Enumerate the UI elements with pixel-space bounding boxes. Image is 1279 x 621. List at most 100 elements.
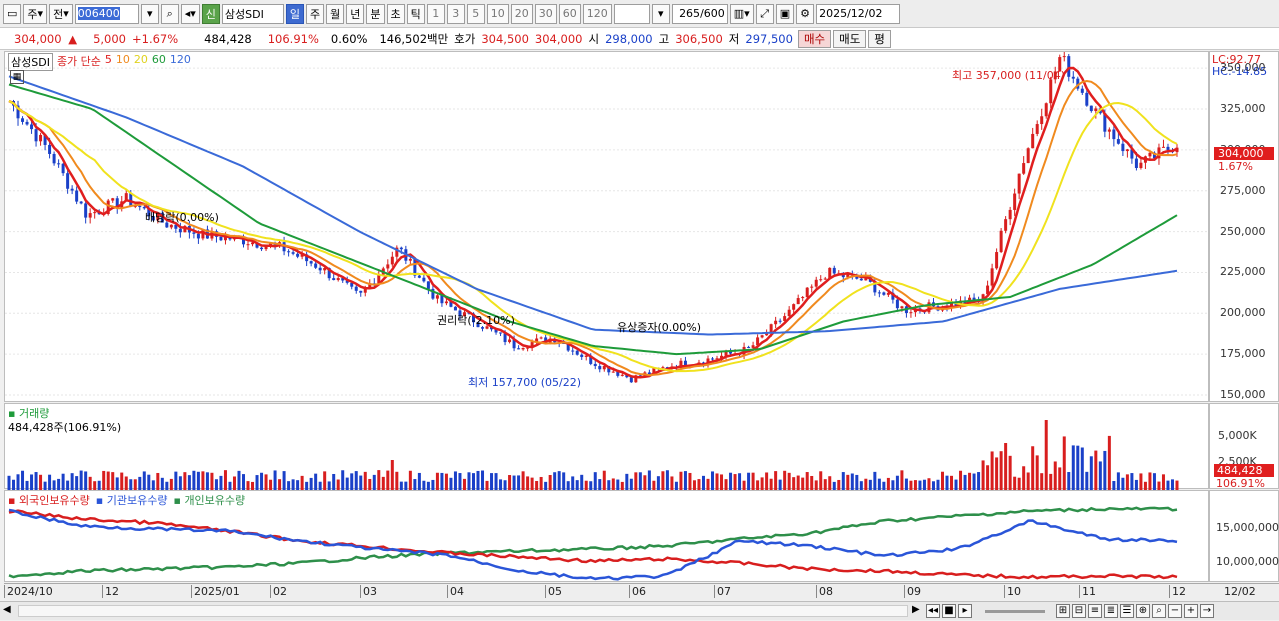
holdings-panel[interactable]: ▪ 외국인보유수량 ▪ 기관보유수량 ▪ 개인보유수량 bbox=[4, 490, 1209, 582]
tool-icon-2[interactable]: ⊟ bbox=[1072, 604, 1086, 618]
candle-body bbox=[508, 339, 512, 343]
buy-button[interactable]: 매수 bbox=[797, 29, 832, 48]
tool-icon-6[interactable]: ⊕ bbox=[1136, 604, 1150, 618]
volume-bar bbox=[386, 470, 390, 490]
volume-bar bbox=[390, 460, 394, 490]
candle-body bbox=[819, 279, 823, 281]
candle-body bbox=[16, 105, 20, 119]
candle-body bbox=[476, 322, 480, 328]
mode-select[interactable]: 주 ▾ bbox=[23, 3, 48, 24]
magnify-icon[interactable]: ⌕ bbox=[1152, 604, 1166, 618]
interval-dropdown-icon[interactable]: ▾ bbox=[651, 3, 670, 24]
price-panel[interactable]: 삼성SDI 종가 단순 5 10 20 60 120 ▦ 최고 357,000 … bbox=[4, 51, 1210, 402]
period-week[interactable]: 주 bbox=[306, 3, 325, 24]
candle-body bbox=[1026, 148, 1030, 164]
volume-bar bbox=[688, 472, 692, 490]
stop-icon[interactable]: ■ bbox=[942, 604, 956, 618]
scroll-right-icon[interactable]: ▶ bbox=[912, 604, 920, 615]
volume-bar bbox=[1152, 473, 1156, 490]
volume-bar bbox=[765, 472, 769, 490]
type-select[interactable]: 전 ▾ bbox=[49, 3, 73, 24]
x-label: 06 bbox=[629, 585, 646, 598]
volume-bar bbox=[183, 472, 187, 490]
gear-icon[interactable]: ⚙ bbox=[796, 3, 815, 24]
volume-bar bbox=[783, 470, 787, 490]
volume-bar bbox=[778, 479, 782, 490]
candle-body bbox=[535, 338, 539, 343]
candle-body bbox=[386, 264, 390, 269]
candle-body bbox=[521, 348, 525, 350]
tool-icon-3[interactable]: ≡ bbox=[1088, 604, 1102, 618]
volume-bar bbox=[499, 479, 503, 490]
num-3[interactable]: 3 bbox=[446, 3, 465, 24]
volume-bar bbox=[395, 471, 399, 490]
zoom-out-icon[interactable]: − bbox=[1168, 604, 1182, 618]
search-icon[interactable]: ⌕ bbox=[160, 3, 179, 24]
scrollbar-track[interactable] bbox=[18, 605, 908, 617]
candle-body bbox=[1089, 105, 1093, 112]
count-input[interactable]: 265/600 bbox=[671, 3, 728, 24]
candle-body bbox=[859, 278, 863, 281]
tool-icon-5[interactable]: ☰ bbox=[1120, 604, 1134, 618]
volume-panel[interactable]: ▪ 거래량 484,428주(106.91%) bbox=[4, 403, 1209, 490]
sell-button[interactable]: 매도 bbox=[833, 29, 867, 48]
window-menu-icon[interactable]: ▭ bbox=[3, 3, 22, 24]
code-input[interactable]: 006400 bbox=[74, 3, 139, 24]
sound-icon[interactable]: ◂▾ bbox=[180, 3, 200, 24]
tool-icon-4[interactable]: ≣ bbox=[1104, 604, 1118, 618]
volume-bar bbox=[305, 481, 309, 490]
rewind-icon[interactable]: ◂◂ bbox=[926, 604, 940, 618]
code-dropdown-icon[interactable]: ▾ bbox=[140, 3, 159, 24]
num-60[interactable]: 60 bbox=[558, 3, 581, 24]
candle-body bbox=[43, 134, 47, 145]
candle-body bbox=[1035, 124, 1039, 134]
volume-bar bbox=[562, 472, 566, 490]
candle-body bbox=[512, 339, 516, 349]
num-20[interactable]: 20 bbox=[510, 3, 533, 24]
legend-ma5: 5 bbox=[104, 53, 112, 66]
volume-bar bbox=[1053, 461, 1057, 490]
period-tick[interactable]: 틱 bbox=[406, 3, 425, 24]
volume-bar bbox=[589, 481, 593, 490]
candle-type-icon[interactable]: ▥▾ bbox=[729, 3, 754, 24]
volume-bar bbox=[79, 470, 83, 490]
num-5[interactable]: 5 bbox=[466, 3, 485, 24]
period-year[interactable]: 년 bbox=[346, 3, 365, 24]
volume-bar bbox=[643, 475, 647, 490]
play-icon[interactable]: ▸ bbox=[958, 604, 972, 618]
table-icon[interactable]: ▦ bbox=[10, 70, 24, 84]
period-day[interactable]: 일 bbox=[285, 3, 305, 24]
legend-individual: ▪ 개인보유수량 bbox=[173, 494, 246, 507]
arrow-right-icon[interactable]: → bbox=[1200, 604, 1214, 618]
trade-amount: 146,502백만 bbox=[379, 31, 449, 46]
candle-body bbox=[57, 163, 61, 165]
num-10[interactable]: 10 bbox=[486, 3, 509, 24]
period-month[interactable]: 월 bbox=[326, 3, 345, 24]
candle-body bbox=[93, 212, 97, 214]
candle-body bbox=[485, 326, 489, 329]
candle-body bbox=[494, 329, 498, 333]
period-second[interactable]: 초 bbox=[386, 3, 405, 24]
interval-input[interactable] bbox=[613, 3, 650, 24]
tool-icon-1[interactable]: ⊞ bbox=[1056, 604, 1070, 618]
num-30[interactable]: 30 bbox=[534, 3, 557, 24]
num-1[interactable]: 1 bbox=[426, 3, 445, 24]
speed-slider[interactable] bbox=[985, 610, 1045, 613]
save-icon[interactable]: ▣ bbox=[775, 3, 795, 24]
avg-button[interactable]: 평 bbox=[868, 29, 891, 48]
period-minute[interactable]: 분 bbox=[366, 3, 385, 24]
volume-bar bbox=[70, 473, 74, 490]
new-badge[interactable]: 신 bbox=[201, 3, 220, 24]
zoom-in-icon[interactable]: + bbox=[1184, 604, 1198, 618]
candle-body bbox=[774, 320, 778, 325]
stock-name-field[interactable]: 삼성SDI bbox=[221, 3, 284, 24]
draw-tool-icon[interactable]: ⤢ bbox=[755, 3, 774, 24]
candle-body bbox=[453, 306, 457, 311]
volume-bar bbox=[913, 480, 917, 490]
volume-bar bbox=[1013, 476, 1017, 490]
date-input[interactable]: 2025/12/02 bbox=[816, 3, 901, 24]
num-120[interactable]: 120 bbox=[582, 3, 612, 24]
candle-body bbox=[246, 244, 250, 246]
scroll-left-icon[interactable]: ◀ bbox=[3, 604, 11, 615]
volume-bar bbox=[864, 478, 868, 490]
